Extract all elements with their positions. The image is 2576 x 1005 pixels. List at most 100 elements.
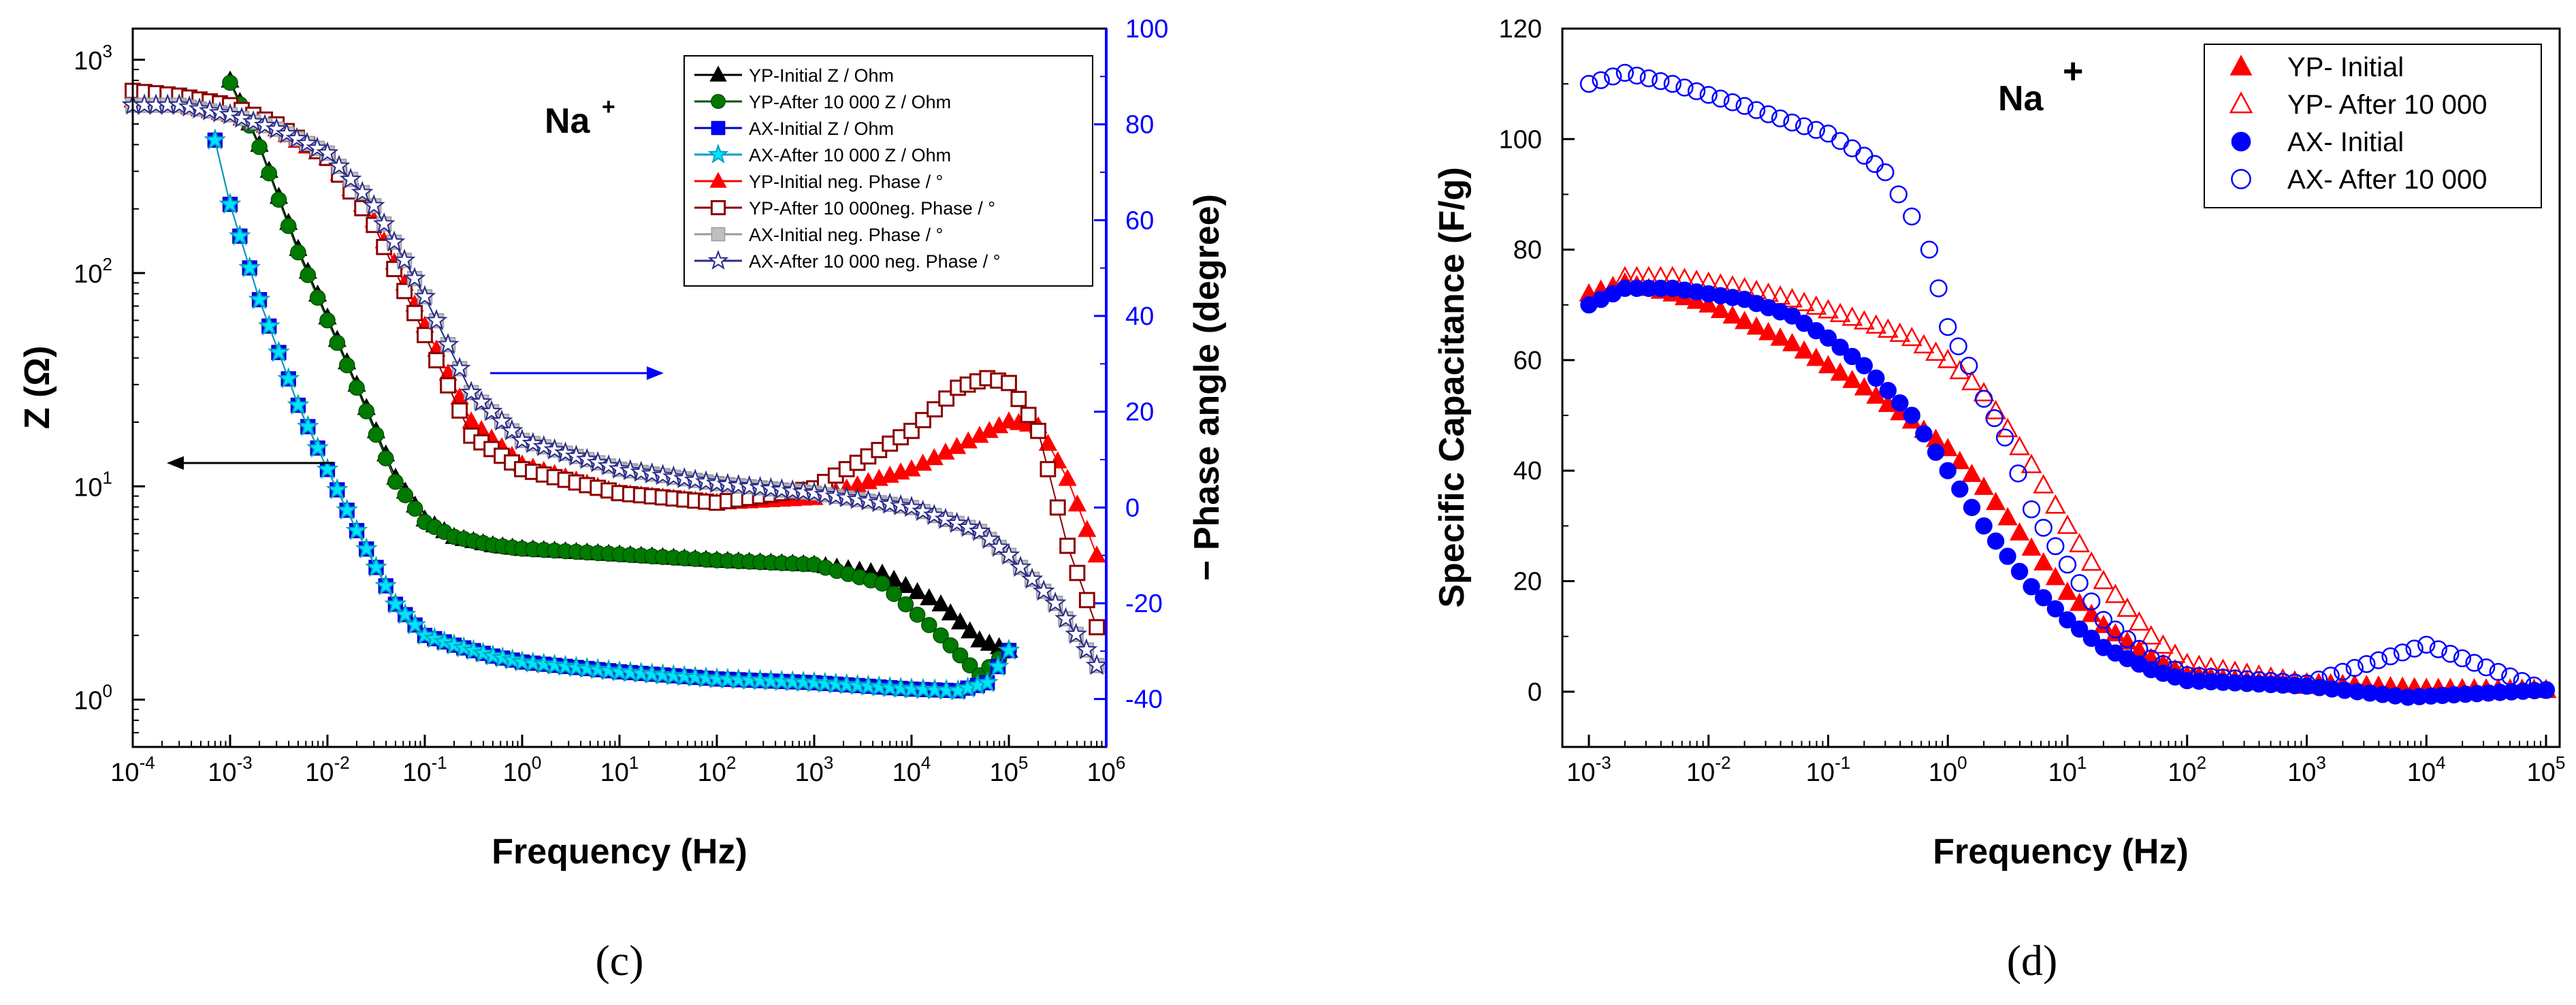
legend-c-label: YP-Initial neg. Phase / °: [749, 172, 943, 192]
legend-c: YP-Initial Z / Ohm YP-After 10 000 Z / Oh…: [683, 55, 1093, 287]
c-data-point: [896, 575, 916, 593]
d-data-point: [1793, 291, 1815, 311]
d-data-point: [1770, 327, 1790, 346]
c-data-point: [946, 511, 968, 533]
d-data-point: [1877, 318, 1899, 338]
c-xtick-label: 10-3: [208, 752, 252, 787]
c-data-point: [423, 626, 446, 649]
d-data-point: [2202, 667, 2221, 686]
d-data-point: [1699, 86, 1718, 104]
c-data-point: [575, 447, 598, 469]
c-data-point: [521, 651, 545, 673]
c-data-point: [942, 637, 959, 654]
d-data-point: [2070, 574, 2089, 592]
c-data-point: [597, 454, 620, 476]
c-data-point: [440, 377, 457, 394]
c-data-point: [980, 633, 999, 651]
c-data-point: [738, 475, 761, 496]
d-data-point: [2334, 663, 2352, 681]
c-y2tick-label: 60: [1125, 206, 1154, 235]
c-data-point: [280, 218, 297, 234]
c-data-point: [970, 630, 989, 648]
c-data-point: [716, 473, 739, 494]
c-data-point: [564, 445, 587, 466]
d-data-point: [2309, 670, 2328, 689]
c-data-point: [358, 403, 375, 419]
c-data-point: [219, 103, 242, 125]
d-data-point: [2118, 630, 2137, 648]
legend-d-marker: [2231, 131, 2251, 152]
d-data-point: [2142, 650, 2160, 668]
c-data-point: [673, 665, 696, 686]
legend-d-items: YP- Initial YP- After 10 000 AX- Initial AX…: [2229, 52, 2488, 195]
d-data-point: [2153, 634, 2174, 654]
panel-label-c: (c): [595, 936, 643, 985]
d-data-point: [2225, 669, 2244, 688]
d-data-point: [2453, 649, 2472, 667]
d-data-point: [1830, 362, 1850, 381]
chart-c-series: [121, 70, 1108, 701]
c-data-point: [968, 520, 991, 541]
c-data-point: [1001, 374, 1017, 392]
d-data-point: [1819, 329, 1837, 347]
c-data-point: [889, 494, 912, 516]
d-data-point: [1961, 370, 1982, 391]
d-data-point: [2082, 592, 2101, 611]
legend-d-label: YP- Initial: [2287, 52, 2404, 82]
c-data-point: [846, 488, 869, 509]
c-data-point: [608, 660, 631, 682]
d-data-point: [1853, 310, 1875, 330]
d-data-point: [2045, 567, 2065, 586]
c-y2tick-label: 0: [1125, 494, 1140, 522]
d-xtick-label: 105: [2527, 752, 2566, 787]
c-data-point: [651, 663, 675, 685]
c-data-point: [532, 652, 556, 674]
c-xtick-label: 105: [990, 752, 1029, 787]
d-data-point: [2010, 562, 2029, 580]
d-data-point: [1687, 82, 1706, 101]
c-data-point: [403, 266, 426, 289]
c-data-point: [608, 457, 631, 479]
c-data-point: [931, 594, 950, 611]
c-data-point: [749, 476, 772, 498]
c-data-point: [997, 639, 1020, 660]
c-data-point: [586, 451, 609, 473]
d-data-point: [2046, 600, 2064, 618]
c-data-point: [316, 141, 339, 163]
d-data-point: [1805, 295, 1827, 315]
c-data-point: [988, 535, 1011, 557]
d-data-point: [1807, 121, 1826, 139]
d-data-point: [2285, 673, 2304, 692]
d-data-point: [2020, 453, 2042, 473]
d-data-point: [1615, 63, 1635, 82]
c-data-point: [397, 487, 414, 504]
d-data-point: [2166, 660, 2185, 679]
d-data-point: [1950, 451, 1970, 469]
d-data-point: [2082, 629, 2100, 648]
d-data-point: [1844, 347, 1861, 366]
c-data-point: [803, 481, 826, 503]
d-data-point: [2298, 674, 2316, 692]
c-data-point: [222, 74, 238, 91]
d-data-point: [1975, 517, 1993, 535]
d-data-point: [2057, 581, 2078, 601]
c-data-point: [921, 617, 937, 633]
c-data-point: [683, 468, 707, 490]
c-data-point: [1020, 567, 1044, 589]
c-xtick-label: 103: [795, 752, 834, 787]
c-data-point: [384, 592, 407, 614]
d-data-point: [1913, 334, 1935, 354]
d-data-point: [1795, 117, 1814, 135]
d-data-point: [2345, 658, 2364, 677]
c-data-point: [1075, 638, 1098, 660]
c-ion-label: Na: [545, 101, 591, 141]
c-data-point: [383, 230, 406, 252]
c-data-point: [651, 464, 675, 485]
c-y2tick-label: 20: [1125, 398, 1154, 427]
d-data-point: [2321, 667, 2340, 685]
c-data-point: [933, 627, 949, 644]
c-data-point: [351, 180, 374, 202]
c-data-point: [355, 537, 378, 559]
d-data-point: [1995, 428, 2014, 447]
d-data-point: [1915, 425, 1933, 443]
